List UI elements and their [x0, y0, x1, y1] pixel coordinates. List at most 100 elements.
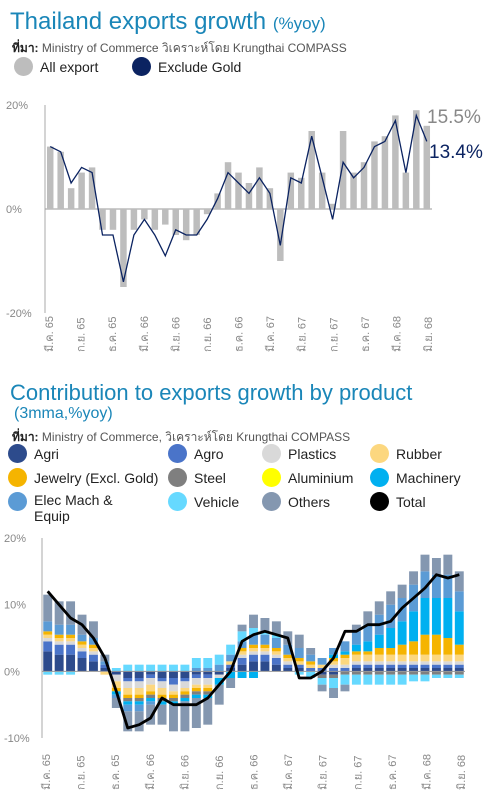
stack-segment-elec-mach-equip [431, 574, 441, 598]
x-tick-label: ธ.ค. 65 [110, 755, 122, 790]
stack-segment-rubber [146, 684, 156, 692]
stack-segment-agri [271, 664, 281, 672]
stack-segment-rubber [88, 648, 98, 652]
bar-all-export [381, 136, 389, 209]
stack-segment-agri [157, 671, 167, 678]
stack-segment-agro [77, 651, 87, 658]
stack-segment-agri [249, 661, 258, 672]
stack-segment-jewelry-excl-gold- [249, 644, 258, 648]
legend-vehicle: Vehicle [168, 492, 239, 511]
stack-segment-plastics [77, 648, 87, 652]
stack-segment-others [146, 704, 156, 725]
stack-segment-jewelry-excl-gold- [374, 648, 384, 655]
chart1-title-unit: (%yoy) [272, 14, 326, 33]
stack-segment-machinery [420, 598, 430, 635]
legend-swatch [8, 492, 27, 511]
stack-segment-agro [66, 644, 76, 655]
legend-label: Total [396, 493, 426, 510]
stack-segment-rubber [43, 634, 53, 638]
stack-segment-plastics [203, 678, 213, 685]
stack-segment-elec-mach-equip [283, 644, 293, 655]
stack-segment-rubber [77, 644, 87, 648]
y-tick-label: -20% [6, 308, 32, 320]
y-tick-label: 0% [4, 666, 20, 678]
stack-segment-plastics [283, 661, 293, 665]
stack-segment-others [306, 648, 316, 655]
stack-segment-agro [134, 678, 144, 682]
stack-segment-machinery [443, 598, 453, 638]
stack-segment-elec-mach-equip [66, 624, 76, 635]
x-tick-label: มิ.ย. 66 [170, 317, 182, 352]
stack-segment-machinery [146, 698, 156, 702]
stack-segment-machinery [340, 651, 350, 655]
stack-segment-plastics [409, 661, 419, 665]
stack-segment-jewelry-excl-gold- [431, 634, 441, 655]
stack-segment-agro [329, 668, 338, 672]
stack-segment-elec-mach-equip [134, 704, 144, 712]
stack-segment-agro [249, 654, 258, 662]
x-tick-label: ธ.ค. 66 [249, 755, 261, 790]
legend-agri: Agri [8, 444, 59, 463]
stack-segment-rubber [283, 658, 293, 662]
stack-segment-vehicle [226, 644, 236, 655]
stack-segment-steel [420, 671, 430, 675]
stack-segment-agro [363, 664, 373, 668]
x-tick-label: ก.ย. 67 [328, 317, 340, 352]
stack-segment-agri [420, 668, 430, 672]
stack-segment-elec-mach-equip [443, 574, 453, 598]
stack-segment-agro [397, 664, 407, 668]
x-tick-label: มี.ค. 67 [264, 316, 277, 352]
stack-segment-steel [317, 674, 327, 678]
stack-segment-plastics [237, 654, 247, 658]
bar-all-export [67, 188, 75, 209]
stack-segment-agro [157, 678, 167, 682]
stack-segment-plastics [386, 661, 396, 665]
stack-segment-others [214, 684, 224, 705]
bar-all-export [162, 209, 169, 225]
bar-all-export [203, 209, 211, 215]
stack-segment-agri [443, 668, 453, 672]
stack-segment-agro [420, 664, 430, 668]
stack-segment-elec-mach-equip [43, 621, 53, 632]
stack-segment-rubber [294, 661, 304, 665]
stack-segment-agri [374, 668, 384, 672]
stack-segment-rubber [329, 661, 338, 665]
stack-segment-rubber [340, 658, 350, 665]
chart1-source: ที่มา: Ministry of Commerce วิเคราะห์โดย… [12, 39, 347, 58]
chart1-plot: 20% 0% -20% 15.5% 13.4% มี.ค. 65 ก.ย. 65 ธ.ค. 6… [6, 100, 483, 352]
stack-segment-agri [397, 668, 407, 672]
stack-segment-vehicle [386, 674, 396, 685]
stack-segment-agri [260, 661, 270, 672]
stack-segment-agro [54, 644, 64, 655]
stack-segment-plastics [169, 684, 178, 692]
y-tick-label: -10% [4, 733, 30, 745]
stack-segment-rubber [66, 638, 76, 642]
stack-segment-agri [54, 654, 64, 672]
x-tick-label: มี.ค. 66 [144, 754, 157, 790]
stack-segment-machinery [134, 701, 144, 705]
bar-all-export [57, 151, 64, 209]
stack-segment-others [443, 554, 453, 575]
stack-segment-agri [409, 668, 419, 672]
bar-all-export [266, 188, 274, 209]
bar-all-export [298, 177, 305, 209]
chart2-plot: 20% 10% 0% -10% มี.ค. 65 ก.ย. 65 ธ.ค. 65 มี.ค. … [4, 533, 468, 790]
chart2-source-text: Ministry of Commerce, วิเคราะห์โดย Krung… [41, 430, 351, 444]
stack-segment-rubber [249, 648, 258, 652]
stack-segment-elec-mach-equip [340, 641, 350, 652]
bar-all-export [151, 209, 159, 230]
bar-all-export [413, 110, 420, 209]
stack-segment-vehicle [260, 631, 270, 635]
legend-label: Plastics [288, 445, 337, 462]
stack-segment-steel [191, 691, 201, 695]
stack-segment-rubber [191, 684, 201, 688]
line-total [46, 573, 460, 730]
stack-segment-vehicle [157, 664, 167, 672]
legend-label: Machinery [396, 469, 461, 486]
bar-all-export [339, 131, 347, 209]
stack-segment-plastics [443, 661, 453, 665]
stack-segment-agro [283, 664, 293, 668]
stack-segment-vehicle [203, 658, 213, 668]
chart1-legend-all-export: All export [14, 57, 98, 76]
stack-segment-others [431, 558, 441, 575]
